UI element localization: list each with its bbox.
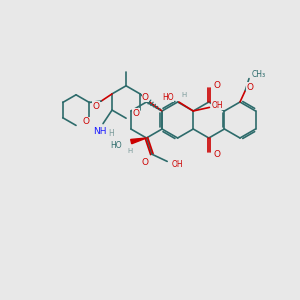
Text: O: O bbox=[142, 92, 149, 101]
Text: H: H bbox=[108, 129, 114, 138]
Text: CH₃: CH₃ bbox=[252, 70, 266, 79]
Text: O: O bbox=[247, 83, 254, 92]
Text: HO: HO bbox=[162, 92, 174, 101]
Text: OH: OH bbox=[171, 160, 183, 169]
Text: O: O bbox=[213, 81, 220, 90]
Text: HO: HO bbox=[110, 141, 122, 150]
Text: O: O bbox=[133, 109, 140, 118]
Text: H: H bbox=[181, 92, 187, 98]
Text: OH: OH bbox=[212, 101, 223, 110]
Text: O: O bbox=[213, 150, 220, 159]
Text: O: O bbox=[93, 102, 100, 111]
Text: NH: NH bbox=[93, 127, 107, 136]
Polygon shape bbox=[131, 138, 146, 144]
Text: H: H bbox=[128, 148, 133, 154]
Text: O: O bbox=[141, 158, 148, 167]
Text: O: O bbox=[82, 117, 89, 126]
